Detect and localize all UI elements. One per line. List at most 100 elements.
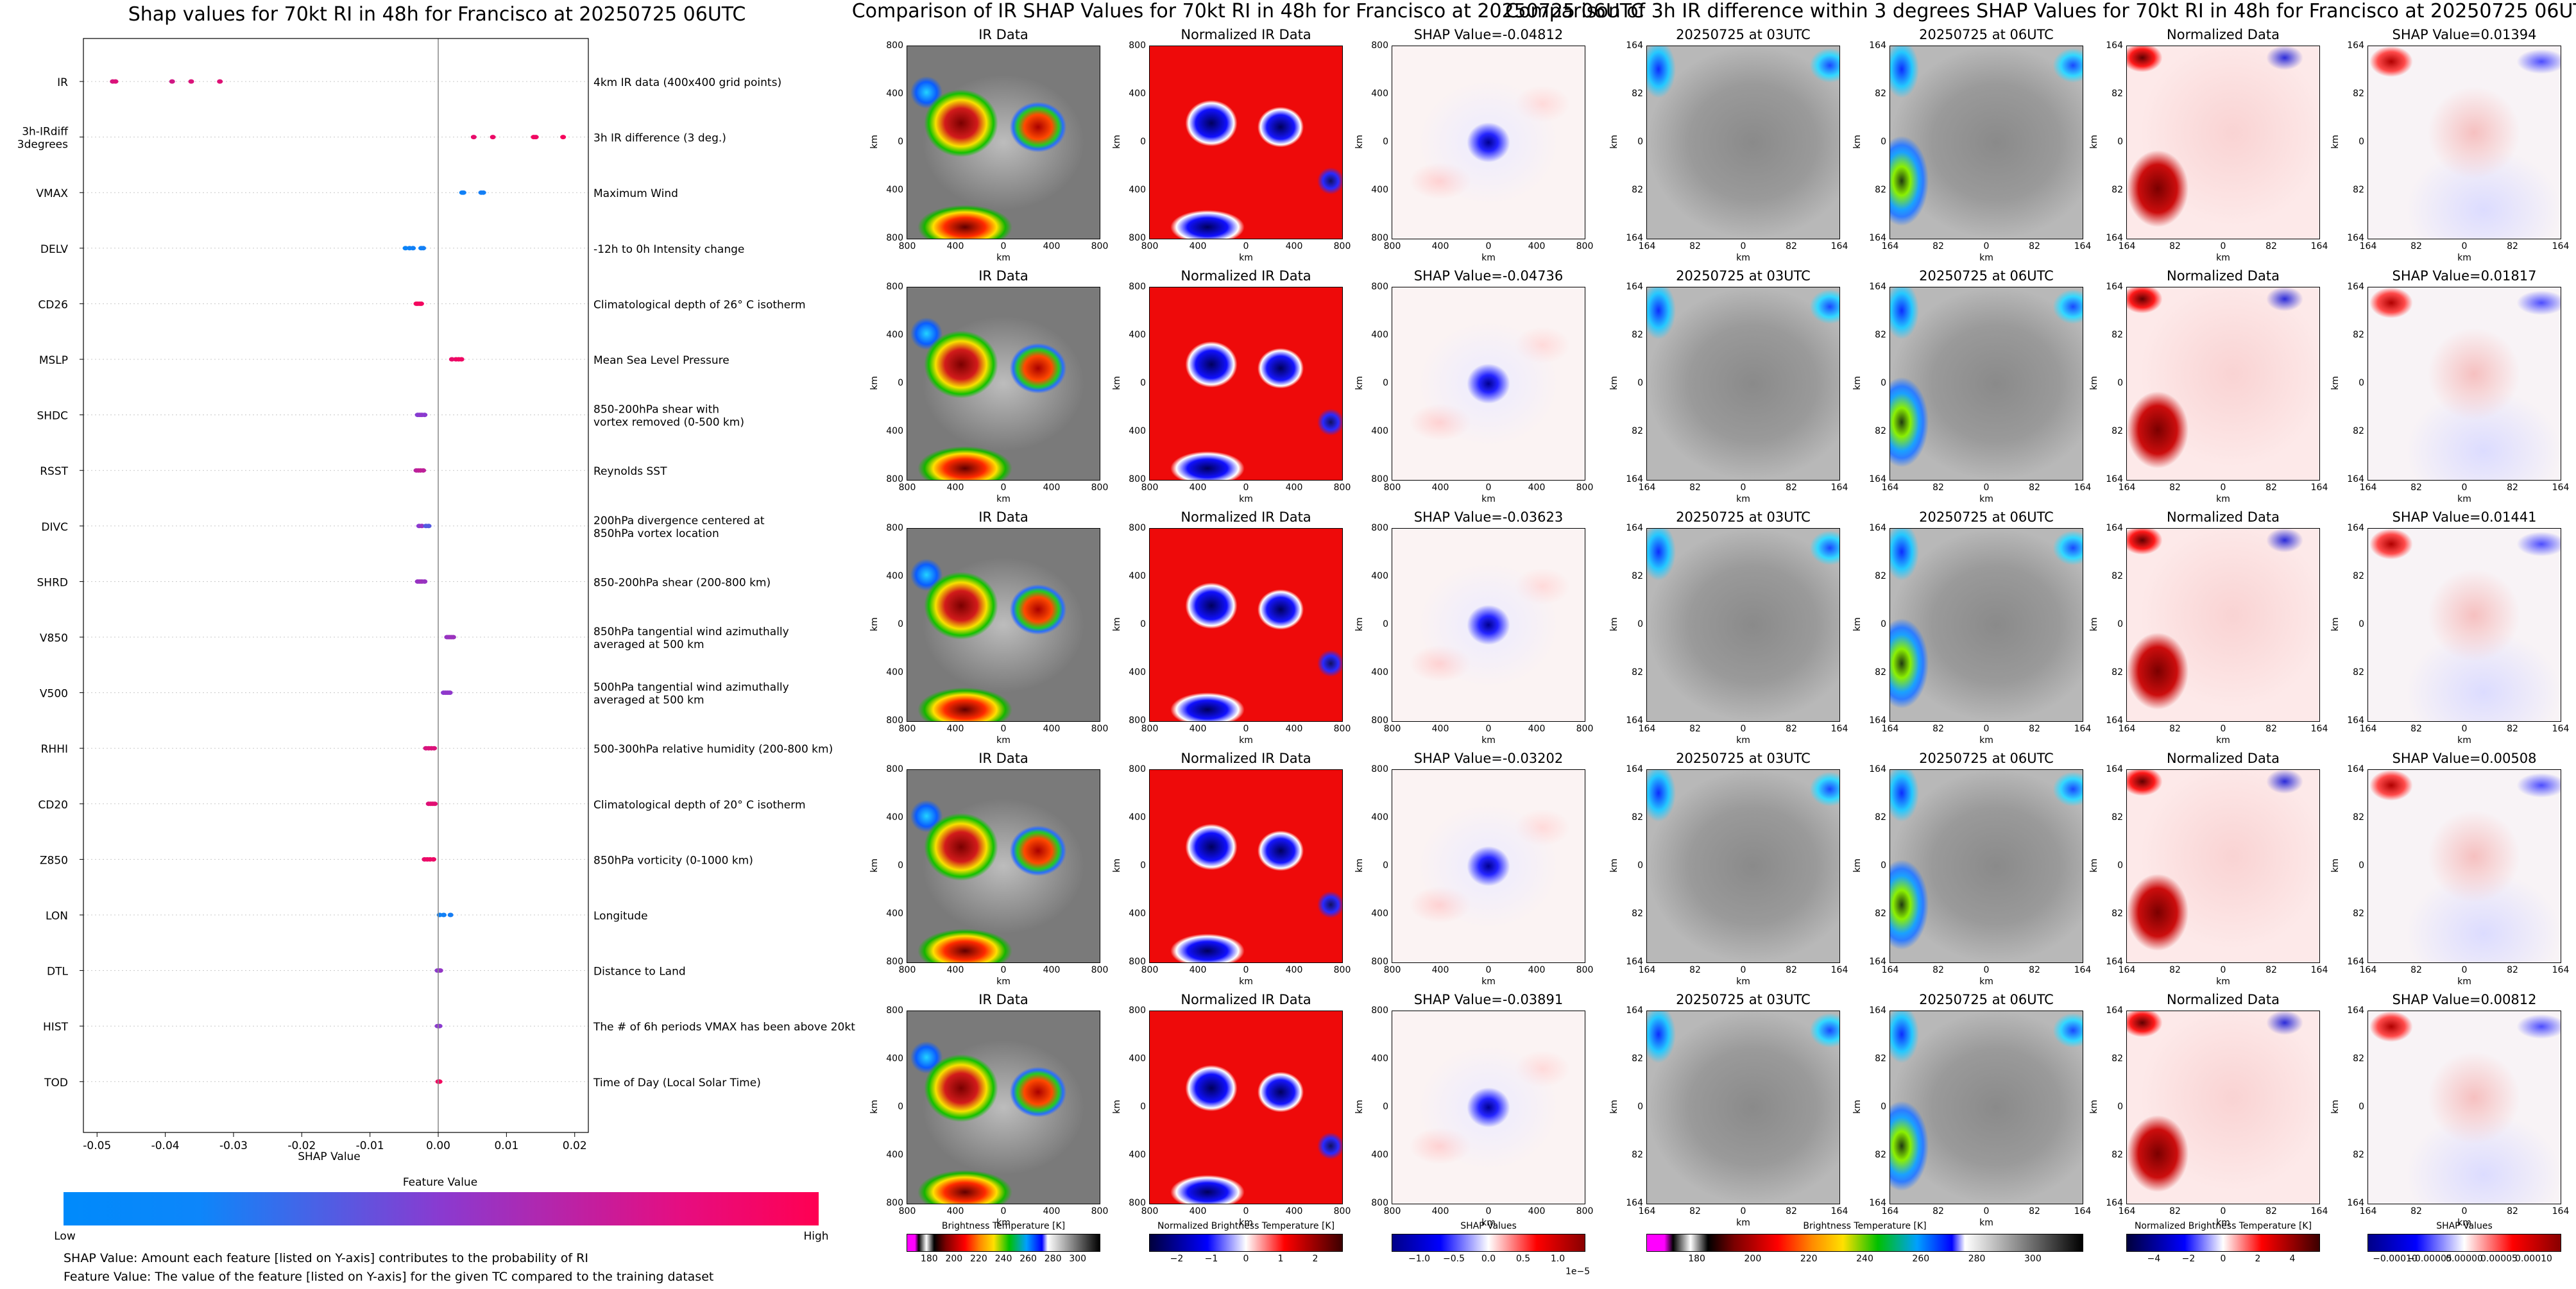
heatmap-panel-d03 xyxy=(1646,528,1840,722)
y-tick-label: 164 xyxy=(1869,957,1886,967)
heatmap-panel-ir xyxy=(907,1011,1100,1204)
colorbar-tick-label: 300 xyxy=(2024,1254,2042,1264)
x-tick-label: 82 xyxy=(2265,241,2277,252)
x-tick-label: 0 xyxy=(2461,241,2468,252)
y-axis-label: km xyxy=(869,1100,880,1114)
x-tick-label: 82 xyxy=(2169,724,2181,734)
y-tick-label: 164 xyxy=(2106,957,2123,967)
y-tick-label: 0 xyxy=(898,860,903,871)
y-tick-label: 0 xyxy=(2117,1102,2123,1112)
feature-name-label: CD20 xyxy=(38,799,68,812)
y-tick-label: 0 xyxy=(2358,860,2364,871)
x-tick-label: 82 xyxy=(2410,482,2422,493)
y-tick-label: 800 xyxy=(1371,474,1388,484)
y-tick-label: 82 xyxy=(2353,426,2364,436)
y-tick-label: 800 xyxy=(1129,474,1146,484)
x-tick-label: 400 xyxy=(1431,724,1449,734)
x-axis-label: km xyxy=(1979,253,1993,263)
x-tick-label: 82 xyxy=(2029,241,2040,252)
feature-description: vortex removed (0-500 km) xyxy=(593,416,744,429)
x-tick-label: 0 xyxy=(1243,1206,1249,1216)
heatmap-panel-norm xyxy=(1149,769,1343,963)
heatmap-panel-d06 xyxy=(1889,46,2083,239)
y-axis-label: km xyxy=(1608,1100,1619,1114)
heatmap-panel-d03 xyxy=(1646,287,1840,481)
shap-point xyxy=(418,301,424,306)
feature-name-label: TOD xyxy=(44,1077,68,1089)
y-tick-label: 400 xyxy=(1371,89,1388,99)
x-tick-label: 82 xyxy=(1689,241,1701,252)
feature-name-label: MSLP xyxy=(39,354,68,367)
y-axis-label: km xyxy=(1354,1100,1365,1114)
panel-title: 20250725 at 03UTC xyxy=(1676,509,1811,525)
feature-description: -12h to 0h Intensity change xyxy=(593,243,744,256)
y-tick-label: 0 xyxy=(1637,378,1643,388)
y-tick-label: 164 xyxy=(2347,282,2364,292)
shap-point xyxy=(410,246,416,251)
colorbar-tick-label: 0 xyxy=(2220,1254,2226,1264)
colorbar-tick-label: 240 xyxy=(1856,1254,1873,1264)
y-tick-label: 82 xyxy=(2111,667,2123,678)
y-tick-label: 0 xyxy=(898,1102,903,1112)
y-tick-label: 82 xyxy=(2111,89,2123,99)
x-tick-label: 800 xyxy=(898,724,916,734)
y-tick-label: 164 xyxy=(2347,1005,2364,1016)
panel-title: SHAP Value=-0.03623 xyxy=(1413,509,1564,525)
x-tick-label: 0 xyxy=(2461,482,2468,493)
shap-point xyxy=(112,79,119,84)
panel-title: Normalized IR Data xyxy=(1181,751,1311,766)
y-tick-label: 800 xyxy=(1371,1005,1388,1016)
y-tick-label: 164 xyxy=(1869,282,1886,292)
y-tick-label: 82 xyxy=(1632,89,1643,99)
y-axis-label: km xyxy=(1354,376,1365,390)
x-tick-label: 0 xyxy=(1740,482,1746,493)
panel-title: SHAP Value=0.00508 xyxy=(2392,751,2537,766)
x-tick-label: 82 xyxy=(2410,241,2422,252)
y-tick-label: 800 xyxy=(1371,523,1388,533)
panel-title: Normalized IR Data xyxy=(1181,509,1311,525)
x-tick-label: 400 xyxy=(946,724,964,734)
y-tick-label: 400 xyxy=(1371,909,1388,919)
x-tick-label: 400 xyxy=(1285,724,1303,734)
x-tick-label: -0.04 xyxy=(151,1140,180,1152)
y-tick-label: 400 xyxy=(1129,89,1146,99)
y-tick-label: 164 xyxy=(1626,1005,1643,1016)
y-axis-label: km xyxy=(2088,617,2099,631)
colorbar xyxy=(1646,1234,2083,1252)
x-tick-label: 0 xyxy=(1740,965,1746,975)
y-tick-label: 164 xyxy=(2106,282,2123,292)
panel-title: IR Data xyxy=(978,268,1028,284)
x-tick-label: 0 xyxy=(1983,482,1990,493)
x-axis-label: km xyxy=(2216,1218,2230,1228)
x-tick-label: 0 xyxy=(1000,1206,1007,1216)
shap-point xyxy=(217,79,223,84)
y-tick-label: 82 xyxy=(2353,1150,2364,1160)
x-tick-label: 0 xyxy=(1740,241,1746,252)
y-tick-label: 0 xyxy=(1881,137,1886,147)
y-tick-label: 82 xyxy=(1632,667,1643,678)
x-tick-label: 400 xyxy=(1285,965,1303,975)
y-tick-label: 164 xyxy=(1626,523,1643,533)
feature-description: averaged at 500 km xyxy=(593,638,704,651)
x-axis-label: km xyxy=(1736,1218,1750,1228)
shap-point xyxy=(420,468,427,473)
x-tick-label: 164 xyxy=(2552,724,2570,734)
heatmap-panel-dshap xyxy=(2367,1011,2561,1204)
y-tick-label: 164 xyxy=(2106,1198,2123,1208)
y-tick-label: 164 xyxy=(1626,474,1643,484)
x-tick-label: 164 xyxy=(1638,482,1656,493)
heatmap-panel-norm xyxy=(1149,287,1343,481)
heatmap-panel-d03 xyxy=(1646,46,1840,239)
colorbar-label: Normalized Brightness Temperature [K] xyxy=(1157,1221,1335,1231)
x-tick-label: 82 xyxy=(1786,724,1797,734)
y-axis-label: km xyxy=(1852,617,1863,631)
x-tick-label: 82 xyxy=(2507,241,2518,252)
x-tick-label: 164 xyxy=(2074,724,2092,734)
x-tick-label: 0 xyxy=(2220,241,2226,252)
y-tick-label: 82 xyxy=(2111,1150,2123,1160)
y-tick-label: 0 xyxy=(2358,1102,2364,1112)
y-axis-label: km xyxy=(1111,617,1122,631)
x-tick-label: 800 xyxy=(1383,1206,1401,1216)
y-tick-label: 800 xyxy=(1129,715,1146,726)
y-tick-label: 400 xyxy=(1371,330,1388,340)
